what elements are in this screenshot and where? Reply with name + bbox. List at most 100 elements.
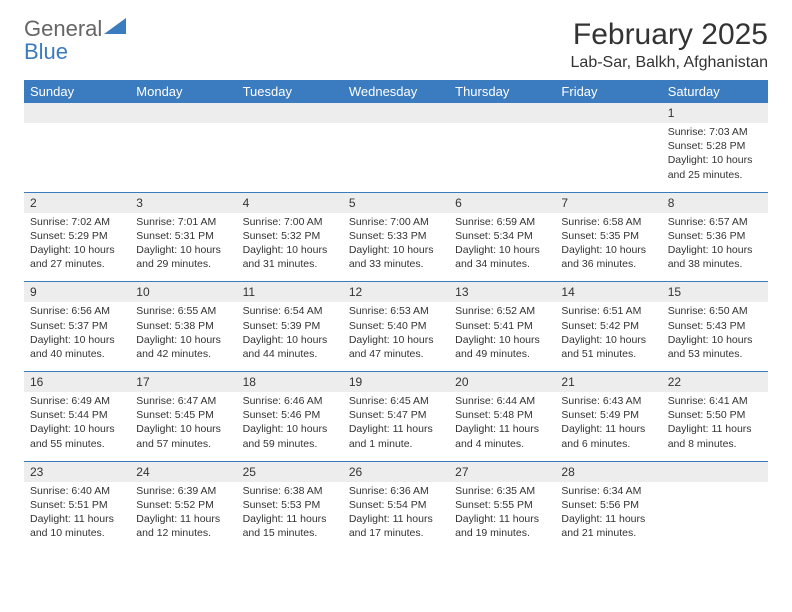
sunset-text: Sunset: 5:37 PM: [30, 319, 124, 333]
day-number: 26: [343, 461, 449, 482]
day-content-row: Sunrise: 7:02 AMSunset: 5:29 PMDaylight:…: [24, 213, 768, 282]
day-details: [343, 123, 449, 192]
sunrise-text: Sunrise: 6:55 AM: [136, 304, 230, 318]
sunrise-text: Sunrise: 6:54 AM: [243, 304, 337, 318]
sunrise-text: Sunrise: 6:56 AM: [30, 304, 124, 318]
day-details: Sunrise: 6:35 AMSunset: 5:55 PMDaylight:…: [449, 482, 555, 551]
day-number-row: 9101112131415: [24, 281, 768, 302]
day-details: Sunrise: 6:57 AMSunset: 5:36 PMDaylight:…: [662, 213, 768, 282]
weekday-label: Tuesday: [237, 80, 343, 103]
daylight-text: Daylight: 11 hours and 15 minutes.: [243, 512, 337, 540]
weekday-label: Friday: [555, 80, 661, 103]
day-number: 25: [237, 461, 343, 482]
day-number: 28: [555, 461, 661, 482]
day-details: Sunrise: 6:58 AMSunset: 5:35 PMDaylight:…: [555, 213, 661, 282]
logo: General Blue: [24, 18, 126, 64]
sunset-text: Sunset: 5:47 PM: [349, 408, 443, 422]
day-details: Sunrise: 6:53 AMSunset: 5:40 PMDaylight:…: [343, 302, 449, 371]
sunrise-text: Sunrise: 6:38 AM: [243, 484, 337, 498]
daylight-text: Daylight: 10 hours and 57 minutes.: [136, 422, 230, 450]
sunset-text: Sunset: 5:41 PM: [455, 319, 549, 333]
sunset-text: Sunset: 5:31 PM: [136, 229, 230, 243]
day-details: [237, 123, 343, 192]
day-number: 19: [343, 371, 449, 392]
sunset-text: Sunset: 5:50 PM: [668, 408, 762, 422]
header: General Blue February 2025 Lab-Sar, Balk…: [24, 18, 768, 72]
sunset-text: Sunset: 5:52 PM: [136, 498, 230, 512]
day-number: 9: [24, 281, 130, 302]
sunset-text: Sunset: 5:28 PM: [668, 139, 762, 153]
day-details: Sunrise: 6:38 AMSunset: 5:53 PMDaylight:…: [237, 482, 343, 551]
sunset-text: Sunset: 5:39 PM: [243, 319, 337, 333]
weekday-label: Wednesday: [343, 80, 449, 103]
daylight-text: Daylight: 10 hours and 27 minutes.: [30, 243, 124, 271]
day-details: Sunrise: 6:50 AMSunset: 5:43 PMDaylight:…: [662, 302, 768, 371]
day-number: [24, 103, 130, 123]
day-details: [24, 123, 130, 192]
daylight-text: Daylight: 11 hours and 6 minutes.: [561, 422, 655, 450]
day-number: 16: [24, 371, 130, 392]
daylight-text: Daylight: 10 hours and 29 minutes.: [136, 243, 230, 271]
daylight-text: Daylight: 11 hours and 4 minutes.: [455, 422, 549, 450]
day-details: Sunrise: 6:55 AMSunset: 5:38 PMDaylight:…: [130, 302, 236, 371]
sunrise-text: Sunrise: 6:47 AM: [136, 394, 230, 408]
day-details: Sunrise: 6:51 AMSunset: 5:42 PMDaylight:…: [555, 302, 661, 371]
day-number: 13: [449, 281, 555, 302]
day-details: Sunrise: 6:46 AMSunset: 5:46 PMDaylight:…: [237, 392, 343, 461]
day-details: Sunrise: 6:36 AMSunset: 5:54 PMDaylight:…: [343, 482, 449, 551]
sunset-text: Sunset: 5:42 PM: [561, 319, 655, 333]
day-number: 1: [662, 103, 768, 123]
daylight-text: Daylight: 10 hours and 36 minutes.: [561, 243, 655, 271]
sunrise-text: Sunrise: 6:36 AM: [349, 484, 443, 498]
day-number: 7: [555, 192, 661, 213]
daylight-text: Daylight: 10 hours and 47 minutes.: [349, 333, 443, 361]
sunset-text: Sunset: 5:51 PM: [30, 498, 124, 512]
day-details: Sunrise: 6:34 AMSunset: 5:56 PMDaylight:…: [555, 482, 661, 551]
day-number-row: 2345678: [24, 192, 768, 213]
daylight-text: Daylight: 11 hours and 12 minutes.: [136, 512, 230, 540]
day-number: 15: [662, 281, 768, 302]
sunrise-text: Sunrise: 6:51 AM: [561, 304, 655, 318]
sunrise-text: Sunrise: 6:46 AM: [243, 394, 337, 408]
day-number: 17: [130, 371, 236, 392]
day-number: 10: [130, 281, 236, 302]
sunset-text: Sunset: 5:56 PM: [561, 498, 655, 512]
day-details: Sunrise: 6:59 AMSunset: 5:34 PMDaylight:…: [449, 213, 555, 282]
day-content-row: Sunrise: 6:49 AMSunset: 5:44 PMDaylight:…: [24, 392, 768, 461]
sunrise-text: Sunrise: 6:57 AM: [668, 215, 762, 229]
weekday-header-row: Sunday Monday Tuesday Wednesday Thursday…: [24, 80, 768, 103]
daylight-text: Daylight: 10 hours and 44 minutes.: [243, 333, 337, 361]
sunset-text: Sunset: 5:53 PM: [243, 498, 337, 512]
sunrise-text: Sunrise: 6:45 AM: [349, 394, 443, 408]
sunrise-text: Sunrise: 6:49 AM: [30, 394, 124, 408]
day-details: Sunrise: 6:39 AMSunset: 5:52 PMDaylight:…: [130, 482, 236, 551]
weeks-container: 1 Sunrise: 7:03 AMSunset: 5:28 PM Daylight…: [24, 103, 768, 550]
sunrise-text: Sunrise: 6:40 AM: [30, 484, 124, 498]
sunset-text: Sunset: 5:55 PM: [455, 498, 549, 512]
day-number: 6: [449, 192, 555, 213]
day-number: 14: [555, 281, 661, 302]
weekday-label: Saturday: [662, 80, 768, 103]
day-number: 11: [237, 281, 343, 302]
daylight-text: Daylight: 10 hours and 31 minutes.: [243, 243, 337, 271]
sunset-text: Sunset: 5:33 PM: [349, 229, 443, 243]
weekday-label: Monday: [130, 80, 236, 103]
day-details: Sunrise: 6:54 AMSunset: 5:39 PMDaylight:…: [237, 302, 343, 371]
sunset-text: Sunset: 5:48 PM: [455, 408, 549, 422]
day-details: [555, 123, 661, 192]
sunset-text: Sunset: 5:32 PM: [243, 229, 337, 243]
sunrise-text: Sunrise: 6:39 AM: [136, 484, 230, 498]
sunset-text: Sunset: 5:54 PM: [349, 498, 443, 512]
sunrise-text: Sunrise: 7:00 AM: [349, 215, 443, 229]
daylight-text: Daylight: 10 hours and 33 minutes.: [349, 243, 443, 271]
day-number: 27: [449, 461, 555, 482]
day-number: 2: [24, 192, 130, 213]
day-number-row: 1: [24, 103, 768, 123]
sunset-text: Sunset: 5:43 PM: [668, 319, 762, 333]
day-number-row: 16171819202122: [24, 371, 768, 392]
day-details: Sunrise: 7:01 AMSunset: 5:31 PMDaylight:…: [130, 213, 236, 282]
day-number: [343, 103, 449, 123]
day-details: [662, 482, 768, 551]
sunset-text: Sunset: 5:38 PM: [136, 319, 230, 333]
sunrise-text: Sunrise: 7:03 AM: [668, 125, 762, 139]
